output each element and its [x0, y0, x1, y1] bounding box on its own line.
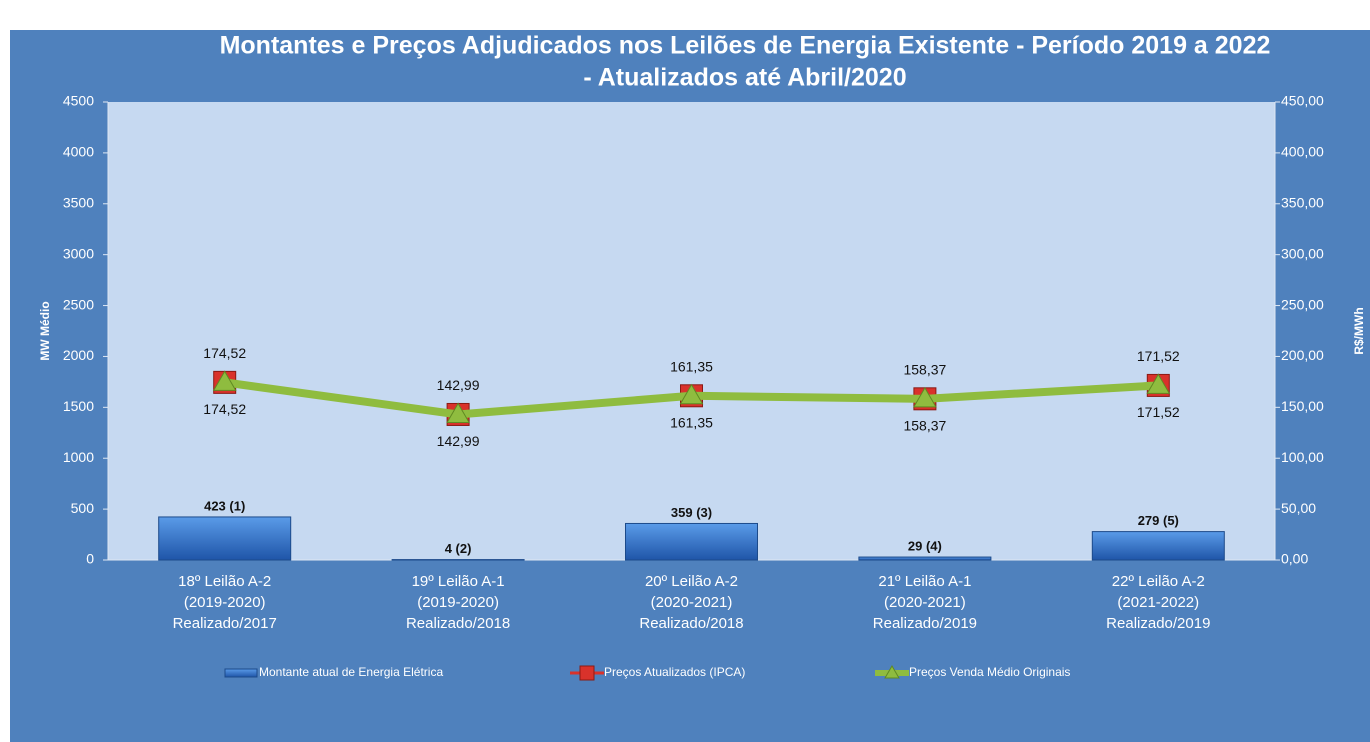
- plot-area: [108, 102, 1275, 560]
- legend-swatch: [224, 668, 258, 678]
- bar: [158, 516, 292, 561]
- point-value-label: 171,52: [1137, 404, 1180, 420]
- legend-label: Montante atual de Energia Elétrica: [259, 665, 443, 679]
- y-tick-label: 500: [71, 500, 95, 516]
- y-tick-label: 2500: [63, 296, 94, 312]
- point-marker: [679, 383, 704, 405]
- point-marker: [913, 386, 937, 408]
- x-tick-label: 20º Leilão A-2: [645, 573, 738, 590]
- chart-title: - Atualizados até Abril/2020: [583, 64, 906, 92]
- point-value-label: 158,37: [903, 362, 946, 378]
- y-tick-label: 3000: [63, 245, 94, 261]
- y2-tick-label: 400,00: [1281, 144, 1324, 160]
- legend-swatch: [884, 665, 900, 679]
- x-tick-label: 19º Leilão A-1: [412, 573, 505, 590]
- x-tick-label: Realizado/2018: [406, 615, 510, 632]
- y-tick-label: 0: [86, 551, 94, 567]
- point-value-label: 161,35: [670, 414, 713, 430]
- y2-tick-label: 200,00: [1281, 347, 1324, 363]
- point-value-label: 174,52: [203, 345, 246, 361]
- y-tick-label: 1000: [63, 449, 94, 465]
- point-value-label: 158,37: [903, 418, 946, 434]
- bar-value-label: 279 (5): [1138, 513, 1179, 528]
- bar: [858, 556, 992, 561]
- legend-label: Preços Venda Médio Originais: [909, 665, 1070, 679]
- point-value-label: 142,99: [437, 377, 480, 393]
- x-tick-label: (2020-2021): [651, 594, 733, 611]
- y-tick-label: 1500: [63, 398, 94, 414]
- y2-tick-label: 450,00: [1281, 93, 1324, 109]
- bar-value-label: 359 (3): [671, 505, 712, 520]
- point-value-label: 171,52: [1137, 348, 1180, 364]
- y-tick-label: 3500: [63, 194, 94, 210]
- y2-axis-title: R$/MWh: [1352, 307, 1366, 354]
- x-tick-label: Realizado/2017: [173, 615, 277, 632]
- y2-tick-label: 300,00: [1281, 245, 1324, 261]
- y2-tick-label: 250,00: [1281, 296, 1324, 312]
- point-value-label: 142,99: [437, 433, 480, 449]
- bar: [625, 522, 758, 561]
- point-value-label: 161,35: [670, 358, 713, 374]
- legend-swatch: [579, 665, 595, 681]
- x-tick-label: 21º Leilão A-1: [878, 573, 971, 590]
- bar-value-label: 423 (1): [204, 498, 245, 513]
- bar: [1091, 531, 1225, 561]
- bar-value-label: 29 (4): [908, 538, 942, 553]
- y-axis-title: MW Médio: [38, 301, 52, 360]
- x-tick-label: (2019-2020): [417, 594, 499, 611]
- x-tick-label: (2021-2022): [1117, 594, 1199, 611]
- chart-title: Montantes e Preços Adjudicados nos Leilõ…: [220, 32, 1271, 60]
- legend-label: Preços Atualizados (IPCA): [604, 665, 745, 679]
- bar-value-label: 4 (2): [445, 541, 472, 556]
- y2-tick-label: 100,00: [1281, 449, 1324, 465]
- point-marker: [1146, 373, 1171, 394]
- point-marker: [446, 402, 470, 423]
- x-tick-label: (2020-2021): [884, 594, 966, 611]
- point-marker: [212, 370, 237, 391]
- point-value-label: 174,52: [203, 401, 246, 417]
- y2-tick-label: 0,00: [1281, 551, 1308, 567]
- x-tick-label: (2019-2020): [184, 594, 266, 611]
- x-tick-label: 18º Leilão A-2: [178, 573, 271, 590]
- x-tick-label: 22º Leilão A-2: [1112, 573, 1205, 590]
- y2-tick-label: 50,00: [1281, 500, 1316, 516]
- x-tick-label: Realizado/2019: [873, 615, 977, 632]
- y2-tick-label: 150,00: [1281, 398, 1324, 414]
- y-tick-label: 2000: [63, 347, 94, 363]
- y-tick-label: 4500: [63, 93, 94, 109]
- x-tick-label: Realizado/2018: [639, 615, 743, 632]
- y-tick-label: 4000: [63, 144, 94, 160]
- y2-tick-label: 350,00: [1281, 194, 1324, 210]
- x-tick-label: Realizado/2019: [1106, 615, 1210, 632]
